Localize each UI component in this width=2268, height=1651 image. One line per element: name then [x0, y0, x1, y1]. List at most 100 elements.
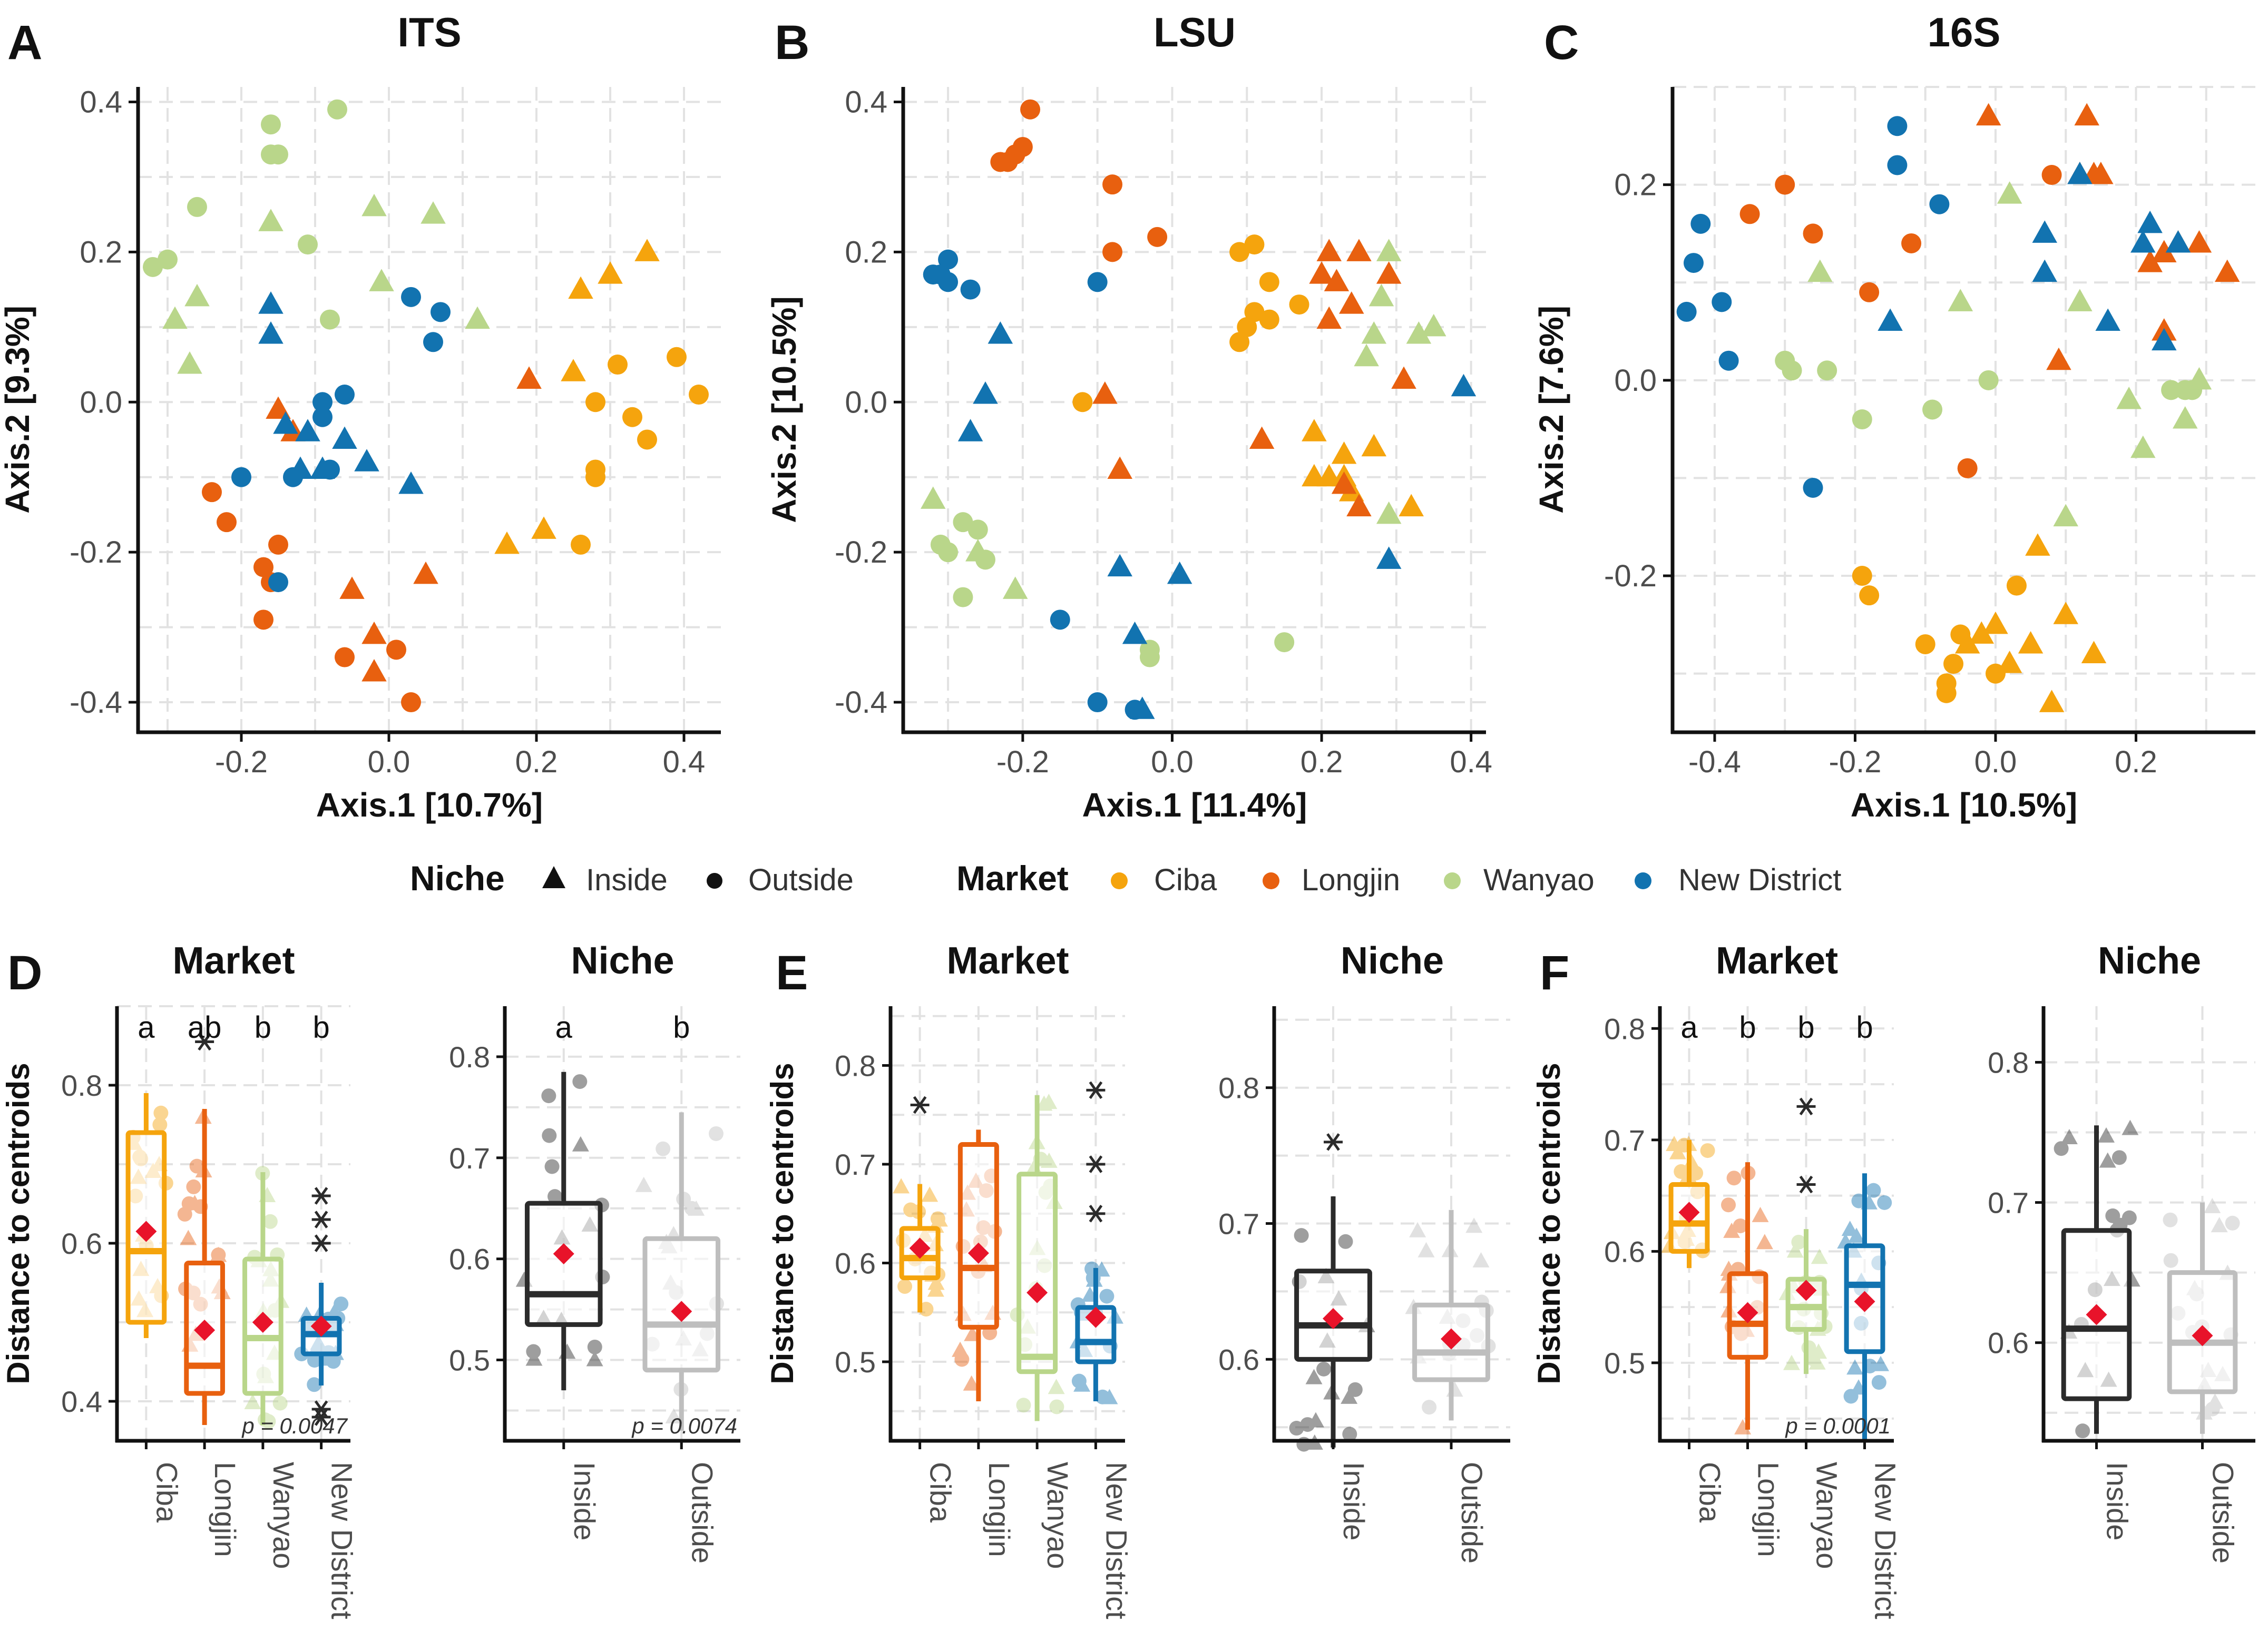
point-longjin-outside — [1102, 174, 1123, 195]
data-points — [920, 99, 1477, 720]
point-longjin-inside — [2046, 347, 2071, 370]
scatter-panel-c: -0.4 -0.2 0.0 0.2 -0.2 0.0 0.2 16S Axis.1 [10.5%… — [1532, 9, 2255, 824]
y-tick-label: 0.4 — [61, 1385, 102, 1418]
legend-inside-label: Inside — [586, 863, 668, 897]
mean-marker — [967, 1242, 989, 1264]
jitter-point — [1040, 1152, 1058, 1168]
point-ciba-inside — [531, 516, 556, 539]
jitter-point — [2225, 1215, 2240, 1231]
point-new-district-outside — [930, 264, 951, 285]
y-tick-label: -0.2 — [835, 535, 887, 569]
point-wanyao-outside — [2161, 380, 2182, 400]
point-wanyao-outside — [967, 519, 988, 540]
point-ciba-outside — [1915, 634, 1935, 654]
chart-title: LSU — [1153, 9, 1236, 55]
box-panel-d-market: a Ciba ab Longjin b Wanyao b New District 0.4 0.6… — [1, 940, 359, 1619]
x-tick-label: 0.0 — [368, 745, 410, 779]
box-inside: Inside — [2054, 1119, 2140, 1540]
y-tick-label: 0.8 — [1988, 1046, 2029, 1079]
point-ciba-inside — [1954, 631, 1980, 654]
mean-marker — [1085, 1306, 1107, 1328]
point-longjin-inside — [1976, 103, 2001, 126]
jitter-point — [963, 1375, 980, 1391]
category-label: Longjin — [983, 1462, 1016, 1557]
point-ciba-outside — [571, 534, 591, 555]
point-longjin-outside — [1775, 174, 1795, 195]
jitter-point — [1733, 1218, 1748, 1233]
outlier-stroke — [314, 1400, 328, 1418]
jitter-point — [1669, 1144, 1686, 1159]
jitter-point — [2122, 1119, 2139, 1135]
point-new-district-inside — [2032, 220, 2057, 243]
box-ciba: a Ciba — [125, 1010, 183, 1523]
point-ciba-inside — [1361, 434, 1387, 457]
y-tick-label: 0.0 — [1614, 363, 1657, 398]
jitter-point — [541, 1088, 556, 1104]
y-tick-label: 0.4 — [845, 85, 887, 119]
jitter-point — [1294, 1228, 1309, 1243]
outlier-stroke — [1326, 1133, 1340, 1151]
point-ciba-inside — [1997, 651, 2022, 673]
outlier-marker — [1324, 1133, 1343, 1151]
legend-wanyao-label: Wanyao — [1483, 863, 1595, 897]
point-wanyao-inside — [2067, 289, 2093, 311]
y-tick-label: 0.2 — [80, 235, 122, 269]
jitter-point — [2098, 1127, 2115, 1143]
point-wanyao-inside — [1807, 259, 1833, 282]
point-longjin-inside — [1331, 471, 1357, 494]
box-new-district: b New District — [1837, 1010, 1902, 1619]
point-ciba-inside — [634, 239, 660, 261]
jitter-point — [572, 1074, 588, 1089]
point-new-district-outside — [431, 302, 451, 322]
scatter-panel-b: -0.2 0.0 0.2 0.4 -0.4 -0.2 0.0 0.2 0.4 LSU Axis.1 … — [765, 9, 1492, 824]
point-longjin-outside — [253, 557, 273, 577]
data-points — [1676, 103, 2240, 712]
point-longjin-outside — [335, 647, 355, 667]
jitter-point — [2075, 1423, 2090, 1439]
point-wanyao-inside — [162, 306, 188, 329]
jitter-point — [1726, 1171, 1742, 1186]
jitter-point — [656, 1141, 671, 1156]
y-tick-label: 0.5 — [835, 1345, 876, 1379]
point-wanyao-inside — [2172, 406, 2198, 429]
outlier-marker — [311, 1187, 331, 1205]
point-ciba-inside — [2018, 631, 2044, 654]
significance-letter: ab — [188, 1010, 222, 1045]
point-new-district-inside — [2130, 230, 2156, 253]
category-label: Outside — [2207, 1462, 2240, 1564]
mean-marker — [135, 1221, 157, 1242]
chart-title: Market — [1716, 940, 1838, 982]
point-wanyao-inside — [1376, 501, 1402, 524]
point-ciba-outside — [1229, 242, 1250, 262]
panels: -0.2 0.0 0.2 0.4 -0.4 -0.2 0.0 0.2 0.4 ITS Axis.1 … — [0, 9, 2255, 1619]
point-wanyao-inside — [184, 283, 210, 307]
legend-longjin-label: Longjin — [1302, 863, 1400, 897]
jitter-point — [931, 1211, 948, 1227]
box-panel-d-niche: a Inside b Outside 0.5 0.6 0.7 0.8 Niche p = 0.00… — [449, 940, 740, 1564]
y-axis-label: Axis.2 [9.3%] — [0, 306, 36, 514]
outlier-marker — [311, 1408, 331, 1426]
jitter-point — [1786, 1242, 1804, 1258]
category-label: Inside — [568, 1462, 601, 1540]
jitter-point — [1446, 1381, 1463, 1397]
point-new-district-inside — [2137, 210, 2163, 233]
outlier-stroke — [314, 1408, 328, 1426]
chart-title: Niche — [2098, 940, 2201, 982]
jitter-point — [930, 1211, 945, 1226]
point-longjin-inside — [1107, 456, 1132, 479]
point-longjin-inside — [2088, 162, 2114, 184]
x-tick-label: -0.2 — [215, 745, 268, 779]
point-ciba-outside — [608, 355, 628, 375]
y-tick-label: -0.4 — [835, 685, 887, 720]
point-ciba-outside — [1259, 309, 1279, 330]
point-ciba-inside — [568, 276, 593, 299]
panel-letter-a: A — [7, 16, 42, 70]
point-ciba-outside — [1259, 272, 1279, 292]
point-longjin-inside — [1249, 426, 1275, 449]
jitter-point — [210, 1246, 227, 1262]
jitter-point — [307, 1353, 322, 1368]
y-tick-label: 0.4 — [80, 85, 122, 119]
point-ciba-outside — [1943, 654, 1964, 674]
legend-niche-title: Niche — [410, 859, 505, 898]
jitter-point — [1305, 1369, 1323, 1384]
